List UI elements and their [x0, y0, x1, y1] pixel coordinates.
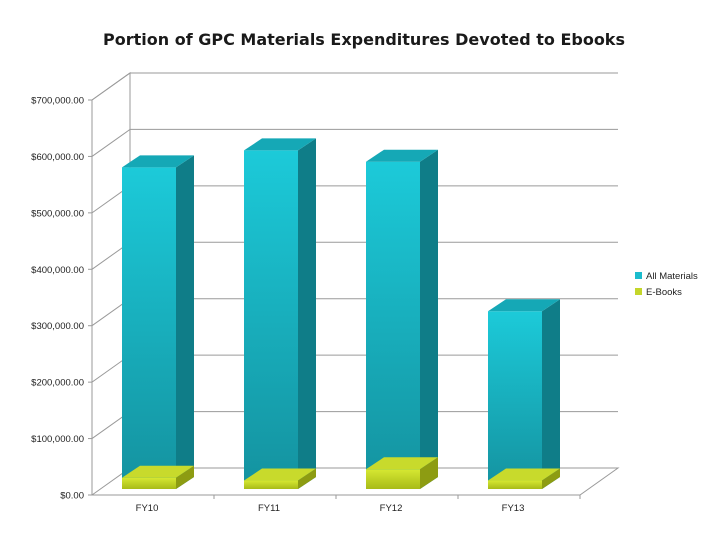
- bar-all-materials-FY11: [244, 138, 316, 489]
- x-tick-label: FY11: [258, 503, 280, 514]
- legend: All Materials E-Books: [635, 271, 698, 298]
- bar-ebooks-FY13-top: [488, 468, 560, 481]
- y-tick-label: $200,000.00: [31, 378, 84, 389]
- bar-ebooks-FY13: [488, 468, 560, 489]
- bar-ebooks-FY11-front: [244, 480, 298, 489]
- bar-ebooks-FY11-top: [244, 468, 316, 481]
- bar-ebooks-FY10-side: [176, 465, 194, 489]
- bar-ebooks-FY12-side: [420, 457, 438, 489]
- x-axis: FY10 FY11 FY12 FY13: [136, 495, 581, 514]
- bars: [122, 138, 560, 489]
- y-tick-label: $600,000.00: [31, 152, 84, 163]
- bar-all-materials-FY10-side: [176, 155, 194, 489]
- bar-ebooks-FY13-front: [488, 480, 542, 489]
- gridline: [91, 72, 618, 101]
- bar-all-materials-FY11-side: [298, 138, 316, 489]
- bar-all-materials-FY13-front: [488, 311, 542, 489]
- bar-ebooks-FY10-front: [122, 477, 176, 489]
- legend-swatch: [635, 272, 642, 279]
- bar-all-materials-FY10-top: [122, 155, 194, 168]
- x-tick-label: FY13: [502, 503, 525, 514]
- y-tick-label: $100,000.00: [31, 434, 84, 445]
- bar-all-materials-FY12-front: [366, 161, 420, 489]
- bar-ebooks-FY12-top: [366, 457, 438, 470]
- legend-label: All Materials: [646, 271, 698, 282]
- x-tick-label: FY12: [380, 503, 403, 514]
- bar-ebooks-FY10-top: [122, 465, 194, 478]
- y-tick-label: $300,000.00: [31, 321, 84, 332]
- bar-all-materials-FY10-front: [122, 167, 176, 489]
- y-tick-label: $400,000.00: [31, 265, 84, 276]
- bar-ebooks-FY11-side: [298, 468, 316, 489]
- bar-all-materials-FY12-top: [366, 149, 438, 162]
- bar-ebooks-FY10: [122, 465, 194, 489]
- chart-title: Portion of GPC Materials Expenditures De…: [103, 30, 625, 49]
- legend-swatch: [635, 288, 642, 295]
- bar-ebooks-FY12: [366, 457, 438, 489]
- bar-all-materials-FY11-front: [244, 150, 298, 489]
- bar-ebooks-FY12-front: [366, 469, 420, 489]
- bar-ebooks-FY13-side: [542, 468, 560, 489]
- legend-label: E-Books: [646, 287, 682, 298]
- y-tick-label: $0.00: [60, 491, 84, 502]
- bar-all-materials-FY12-side: [420, 149, 438, 489]
- gridline: [91, 128, 618, 157]
- bar-ebooks-FY11: [244, 468, 316, 489]
- y-tick-label: $700,000.00: [31, 96, 84, 107]
- bar-all-materials-FY13-side: [542, 299, 560, 489]
- y-tick-label: $500,000.00: [31, 208, 84, 219]
- bar-all-materials-FY13-top: [488, 299, 560, 312]
- x-tick-label: FY10: [136, 503, 159, 514]
- y-axis: $0.00 $100,000.00 $200,000.00 $300,000.00 $4…: [31, 96, 92, 502]
- bar-all-materials-FY11-top: [244, 138, 316, 151]
- bar-all-materials-FY10: [122, 155, 194, 489]
- bar-all-materials-FY12: [366, 149, 438, 489]
- bar-all-materials-FY13: [488, 299, 560, 489]
